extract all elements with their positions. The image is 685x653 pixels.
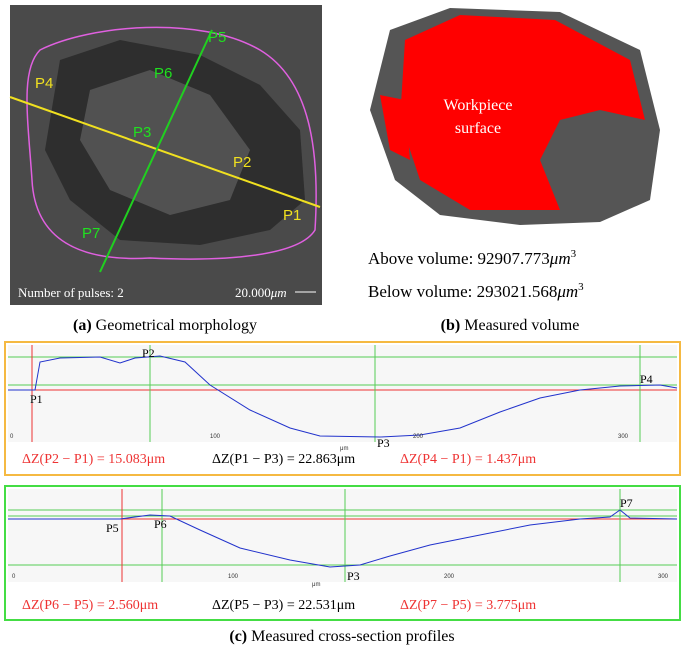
green-section — [99, 29, 213, 273]
above-volume: Above volume: 92907.773μm3 — [368, 248, 577, 268]
value: 92907.773 — [478, 249, 550, 268]
plot-area — [8, 489, 677, 582]
x-tick-label: 100 — [228, 574, 239, 580]
x-tick-label: 200 — [413, 434, 424, 440]
profile-curve — [8, 509, 678, 568]
label: Below volume: — [368, 282, 472, 301]
contour — [26, 26, 317, 260]
x-tick-label: 300 — [658, 574, 669, 580]
measurement: ΔZ(P1 − P3) = 22.863μm — [212, 452, 355, 467]
x-tick-label: 300 — [618, 434, 629, 440]
surface-label: surface — [455, 120, 501, 137]
surface-label: Workpiece — [444, 97, 513, 114]
label: Above volume: — [368, 249, 473, 268]
measurement: ΔZ(P2 − P1) = 15.083μm — [22, 452, 165, 467]
caption: (a) Geometrical morphology — [73, 317, 257, 334]
plot-area — [8, 345, 677, 442]
scale-value: 20.000 — [235, 285, 271, 300]
profile-1: 0 100 200 300 μm P1 P2 P3 P4 ΔZ(P2 − P1)… — [4, 341, 681, 476]
caption-tag: (b) — [441, 317, 461, 334]
value: 293021.568 — [477, 282, 558, 301]
point-label: P2 — [142, 346, 155, 360]
panel-a: P4 P5 P6 P3 P2 P1 P7 Number of pulses: 2… — [9, 5, 322, 334]
point-label: P4 — [35, 75, 53, 92]
x-unit: μm — [340, 446, 348, 452]
point-label: P3 — [133, 124, 151, 141]
crater-floor — [80, 70, 250, 215]
point-label: P7 — [82, 225, 100, 242]
above-region — [400, 15, 645, 210]
x-tick-label: 0 — [12, 574, 16, 580]
caption: (c) Measured cross-section profiles — [229, 628, 454, 645]
unit-exp: 3 — [571, 248, 577, 260]
measurement: ΔZ(P6 − P5) = 2.560μm — [22, 598, 158, 613]
caption-text: Geometrical morphology — [96, 317, 257, 334]
caption: (b) Measured volume — [441, 317, 580, 334]
point-label: P6 — [154, 65, 172, 82]
point-label: P3 — [377, 436, 390, 450]
caption-tag: (a) — [73, 317, 92, 334]
x-tick-label: 0 — [10, 434, 14, 440]
x-tick-label: 100 — [210, 434, 221, 440]
x-tick-label: 200 — [444, 574, 455, 580]
scale-unit: μm — [270, 285, 287, 300]
point-label: P6 — [154, 517, 167, 531]
unit: μm — [549, 249, 571, 268]
point-label: P1 — [30, 392, 43, 406]
point-label: P4 — [640, 372, 653, 386]
measurement: ΔZ(P5 − P3) = 22.531μm — [212, 598, 355, 613]
caption-tag: (c) — [229, 628, 247, 645]
point-label: P5 — [106, 521, 119, 535]
measurement: ΔZ(P4 − P1) = 1.437μm — [400, 452, 536, 467]
point-label: P1 — [283, 207, 301, 224]
point-label: P3 — [347, 569, 360, 583]
profile-curve — [8, 355, 678, 438]
x-unit: μm — [312, 582, 320, 588]
point-label: P2 — [233, 154, 251, 171]
unit: μm — [556, 282, 578, 301]
below-volume: Below volume: 293021.568μm3 — [368, 281, 584, 301]
scale: 20.000μm — [235, 285, 287, 300]
yellow-section — [9, 96, 321, 208]
point-label: P7 — [620, 496, 633, 510]
pulses: Number of pulses: 2 — [18, 285, 124, 300]
point-label: P5 — [208, 29, 226, 46]
profile-2: 0 100 200 300 μm P5 P6 P3 P7 ΔZ(P6 − P5)… — [4, 485, 681, 621]
measurement: ΔZ(P7 − P5) = 3.775μm — [400, 598, 536, 613]
above-region — [380, 95, 410, 160]
panel-b: Workpiece surface Above volume: 92907.77… — [368, 8, 660, 334]
caption-text: Measured volume — [464, 317, 579, 334]
unit-exp: 3 — [578, 281, 584, 293]
caption-text: Measured cross-section profiles — [251, 628, 455, 645]
